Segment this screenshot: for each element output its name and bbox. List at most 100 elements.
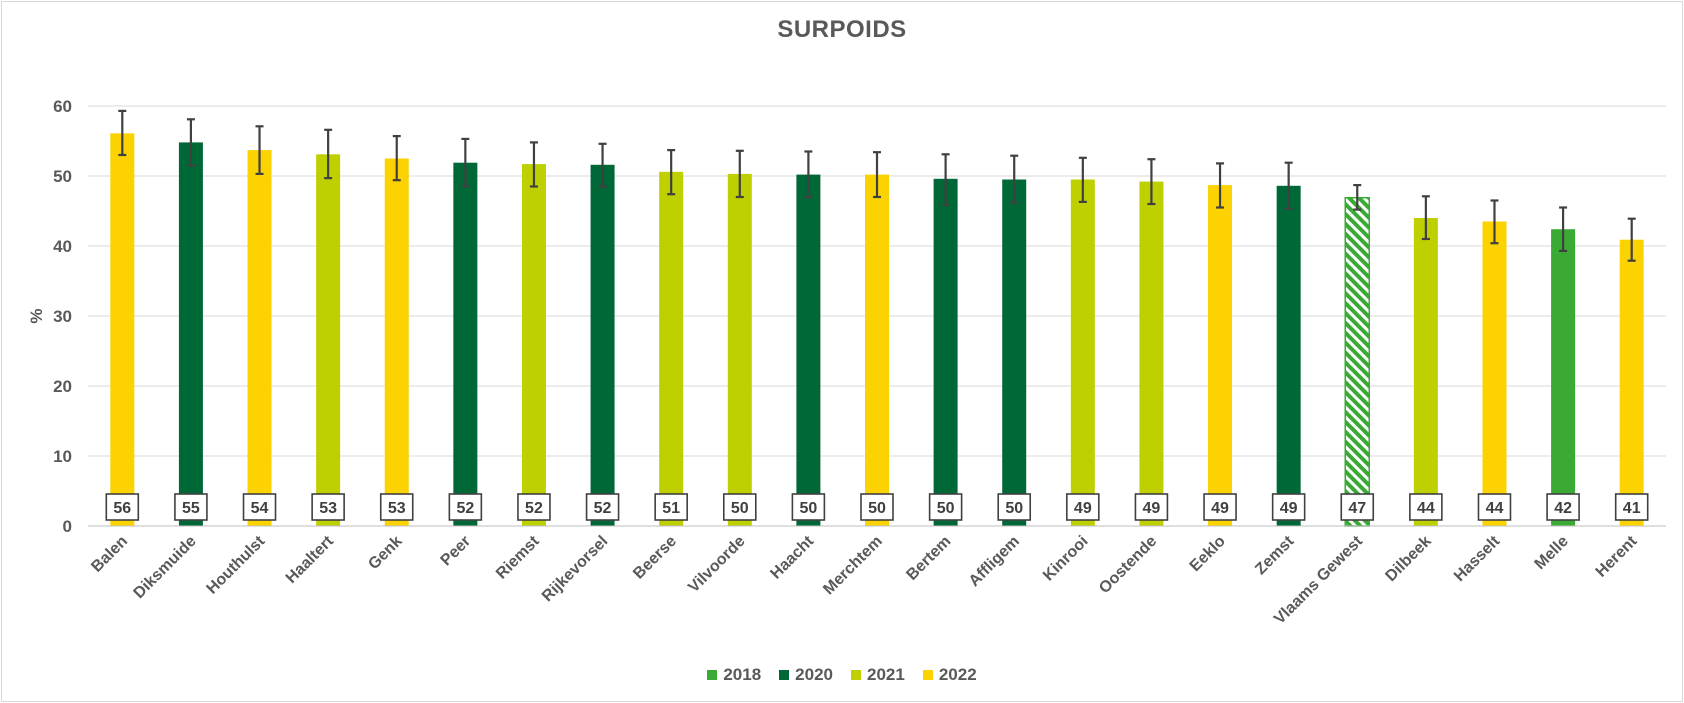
svg-text:50: 50: [799, 500, 817, 517]
x-tick-label: Riemst: [493, 532, 543, 582]
svg-text:52: 52: [594, 500, 612, 517]
x-tick-label: Haacht: [767, 532, 817, 582]
error-bar: [941, 153, 950, 206]
legend-swatch: [707, 670, 718, 680]
bar: [590, 164, 615, 527]
data-label: 49: [1134, 493, 1169, 521]
svg-text:52: 52: [525, 500, 543, 517]
data-label: 49: [1066, 493, 1100, 521]
error-bar: [1078, 156, 1087, 203]
bar: [1344, 196, 1371, 527]
chart-legend: 2018 2020 2021 2022: [0, 665, 1684, 685]
y-tick-label: 20: [53, 377, 72, 396]
svg-text:49: 49: [1074, 500, 1092, 517]
y-tick-label: 50: [53, 167, 72, 186]
svg-text:50: 50: [731, 500, 749, 517]
error-bar: [735, 149, 744, 199]
svg-text:49: 49: [1143, 500, 1161, 517]
data-label: 53: [311, 493, 345, 521]
svg-text:44: 44: [1417, 500, 1435, 517]
x-tick-label: Hasselt: [1451, 532, 1504, 585]
x-tick-label: Diksmuide: [131, 533, 200, 602]
error-bar: [461, 137, 470, 188]
bar: [1070, 179, 1095, 526]
bar: [1413, 218, 1438, 526]
bar: [796, 174, 821, 526]
data-label: 52: [448, 493, 483, 521]
bar: [1276, 185, 1301, 527]
legend-label: 2020: [795, 665, 833, 684]
legend-item: 2021: [851, 665, 905, 685]
x-tick-label: Genk: [365, 533, 405, 573]
legend-item: 2018: [707, 665, 761, 685]
data-label: 49: [1203, 493, 1237, 521]
data-label: 44: [1409, 493, 1443, 521]
bar: [1619, 239, 1644, 526]
error-bar: [1559, 206, 1568, 252]
x-tick-label: Zemst: [1252, 532, 1298, 578]
y-tick-label: 10: [53, 447, 72, 466]
data-label: 53: [379, 493, 414, 521]
data-label: 50: [997, 493, 1032, 521]
data-label: 44: [1477, 493, 1512, 521]
x-tick-label: Eeklo: [1187, 533, 1229, 575]
x-tick-label: Merchtem: [820, 533, 885, 598]
x-tick-label: Vilvoorde: [685, 533, 748, 596]
x-tick-label: Melle: [1532, 533, 1572, 573]
svg-text:49: 49: [1280, 500, 1298, 517]
svg-text:51: 51: [662, 500, 680, 517]
svg-text:56: 56: [113, 500, 131, 517]
bar: [453, 162, 478, 526]
bar: [865, 174, 889, 526]
bar: [178, 142, 203, 526]
svg-text:53: 53: [319, 500, 337, 517]
x-tick-label: Herent: [1593, 532, 1641, 580]
error-bar: [1353, 184, 1362, 211]
x-tick-label: Peer: [438, 533, 475, 570]
error-bar: [255, 125, 264, 175]
legend-item: 2022: [922, 665, 977, 685]
y-tick-label: 40: [53, 237, 72, 256]
svg-text:42: 42: [1554, 500, 1572, 517]
x-tick-label: Beerse: [630, 533, 680, 583]
data-label: 52: [517, 493, 551, 521]
legend-label: 2018: [723, 665, 762, 684]
bar: [247, 150, 272, 526]
bar: [1208, 185, 1233, 526]
legend-swatch: [851, 670, 861, 680]
bar: [933, 178, 958, 527]
data-label: 54: [242, 493, 277, 521]
legend-item: 2020: [779, 665, 833, 685]
bar: [659, 171, 684, 527]
y-tick-label: 0: [63, 517, 72, 536]
error-bar: [1010, 154, 1019, 204]
x-tick-label: Kinrooi: [1040, 533, 1092, 585]
legend-swatch: [779, 670, 790, 680]
bar: [521, 164, 546, 526]
data-label: 47: [1340, 493, 1375, 521]
svg-text:54: 54: [251, 500, 269, 517]
svg-text:52: 52: [456, 500, 474, 517]
bar: [1139, 181, 1164, 526]
legend-label: 2022: [938, 665, 977, 684]
chart-title: SURPOIDS: [777, 16, 907, 43]
data-label: 56: [105, 493, 140, 521]
data-label: 50: [860, 493, 894, 521]
x-tick-label: Oostende: [1096, 533, 1160, 597]
bar: [1002, 179, 1027, 526]
y-tick-label: 60: [53, 97, 72, 116]
error-bar: [1147, 158, 1156, 206]
svg-text:50: 50: [937, 500, 955, 517]
data-label: 50: [928, 493, 963, 521]
x-tick-label: Affligem: [966, 533, 1023, 590]
x-tick-label: Balen: [88, 533, 131, 576]
x-tick-label: Houthulst: [204, 532, 269, 597]
bar: [110, 133, 135, 527]
data-label: 41: [1614, 493, 1649, 521]
svg-text:55: 55: [182, 500, 200, 517]
data-label: 55: [174, 493, 208, 521]
bar: [1551, 229, 1576, 526]
error-bar: [873, 151, 881, 199]
error-bar: [1216, 162, 1225, 209]
